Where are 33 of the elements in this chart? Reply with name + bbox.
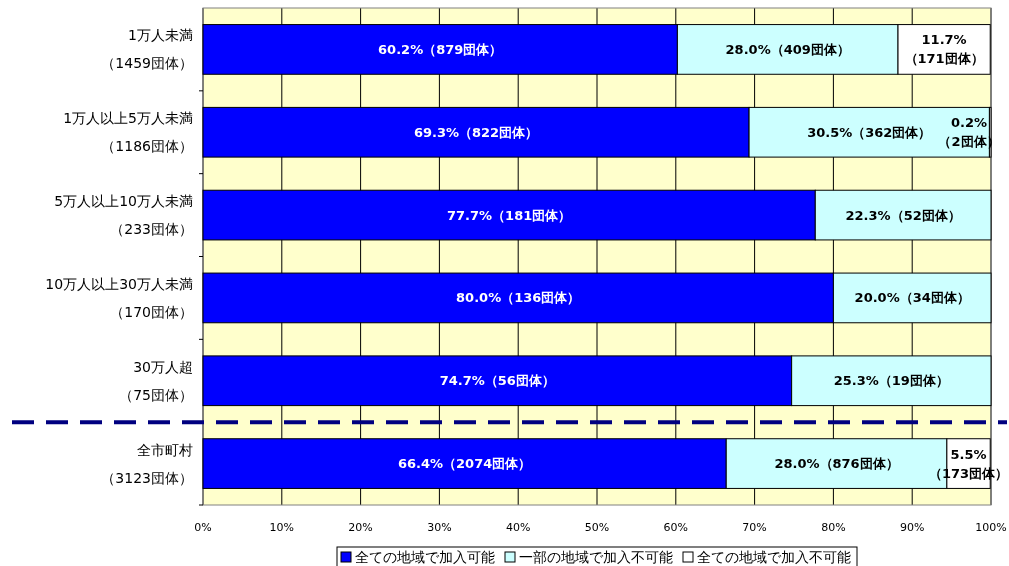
x-tick-label: 80% — [821, 520, 846, 534]
data-label: 28.0%（409団体） — [725, 41, 850, 57]
data-label: 74.7%（56団体） — [439, 373, 555, 389]
data-label: 25.3%（19団体） — [833, 373, 949, 389]
x-tick-label: 0% — [194, 520, 212, 534]
x-tick-label: 20% — [348, 520, 373, 534]
data-label: 60.2%（879団体） — [378, 41, 503, 57]
x-tick-label: 90% — [899, 520, 925, 534]
data-label: 30.5%（362団体） — [807, 124, 932, 140]
x-tick-label: 50% — [584, 520, 610, 534]
legend-label: 一部の地域で加入不可能 — [519, 549, 673, 565]
x-tick-label: 10% — [269, 520, 295, 534]
x-tick-label: 60% — [663, 520, 689, 534]
x-tick-label: 30% — [427, 520, 452, 534]
data-label: 77.7%（181団体） — [447, 207, 572, 223]
x-tick-label: 40% — [505, 520, 531, 534]
data-label: 11.7% （171団体） — [904, 32, 984, 67]
data-label: 66.4%（2074団体） — [397, 456, 532, 472]
data-label: 28.0%（876団体） — [774, 456, 899, 472]
data-label: 22.3%（52団体） — [845, 207, 961, 223]
y-tick-label: 全市町村（3123団体） — [101, 441, 193, 486]
data-label: 69.3%（822団体） — [413, 124, 539, 140]
legend-label: 全ての地域で加入可能 — [355, 549, 495, 565]
x-tick-label: 70% — [742, 520, 767, 534]
data-label: 80.0%（136団体） — [456, 290, 581, 306]
y-tick-label: 1万人以上5万人未満（1186団体） — [63, 110, 193, 155]
y-tick-label: 5万人以上10万人未満（233団体） — [54, 193, 193, 238]
y-tick-label: 30万人超（75団体） — [119, 358, 193, 403]
y-tick-label: 1万人未満（1459団体） — [101, 27, 193, 72]
x-tick-label: 100% — [975, 520, 1007, 534]
legend-label: 全ての地域で加入不可能 — [697, 549, 851, 565]
y-tick-label: 10万人以上30万人未満（170団体） — [45, 275, 193, 320]
data-label: 20.0%（34団体） — [854, 290, 970, 306]
